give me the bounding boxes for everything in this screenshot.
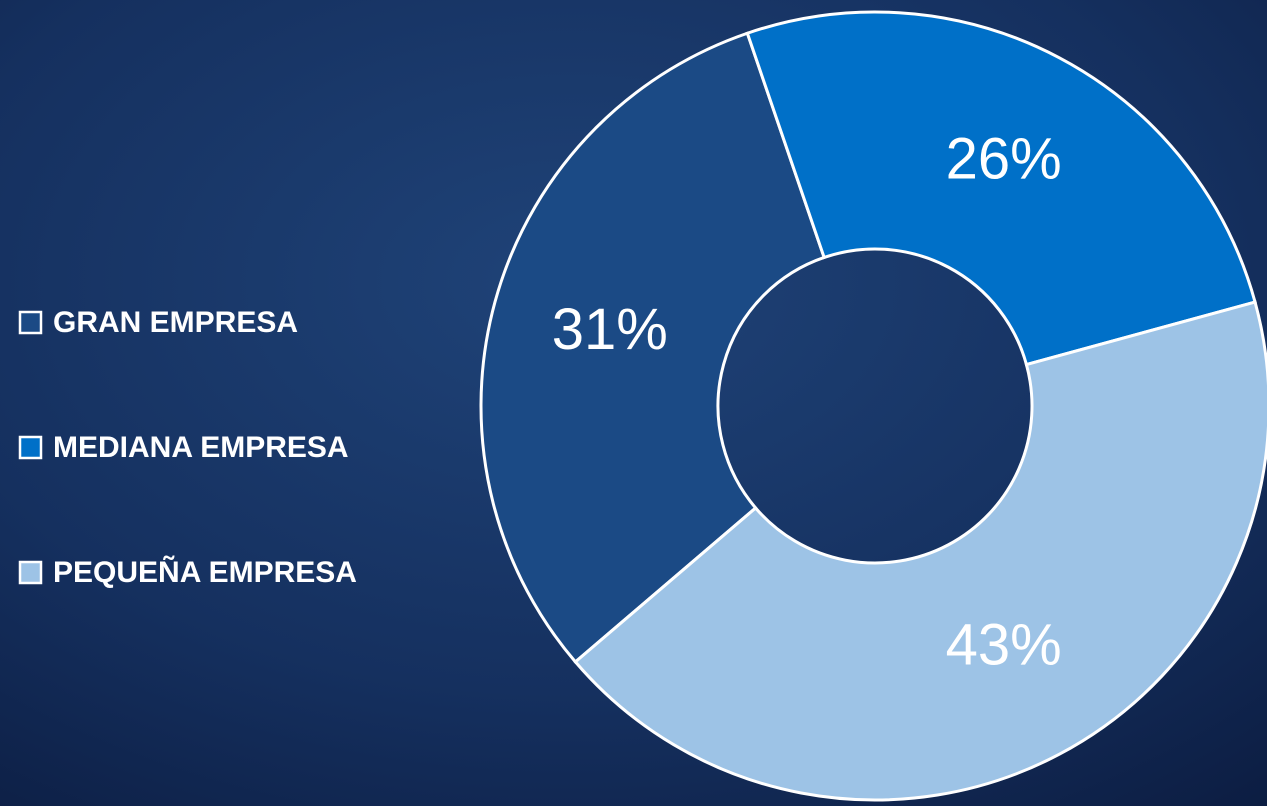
legend-label: MEDIANA EMPRESA (53, 431, 349, 464)
donut: 31% 26% 43% (479, 10, 1267, 802)
legend-swatch (18, 560, 43, 585)
donut-slice (573, 300, 1267, 802)
donut-slice (745, 10, 1257, 367)
data-label: 31% (552, 297, 668, 362)
data-label: 26% (946, 126, 1062, 191)
legend-swatch (18, 310, 43, 335)
legend-label: PEQUEÑA EMPRESA (53, 555, 357, 589)
legend-label: GRAN EMPRESA (53, 306, 298, 339)
legend-swatch (18, 435, 43, 460)
donut-slice (479, 31, 827, 664)
data-label: 43% (946, 612, 1062, 677)
legend: GRAN EMPRESA MEDIANA EMPRESA PEQUEÑA EMPRE… (18, 306, 357, 589)
